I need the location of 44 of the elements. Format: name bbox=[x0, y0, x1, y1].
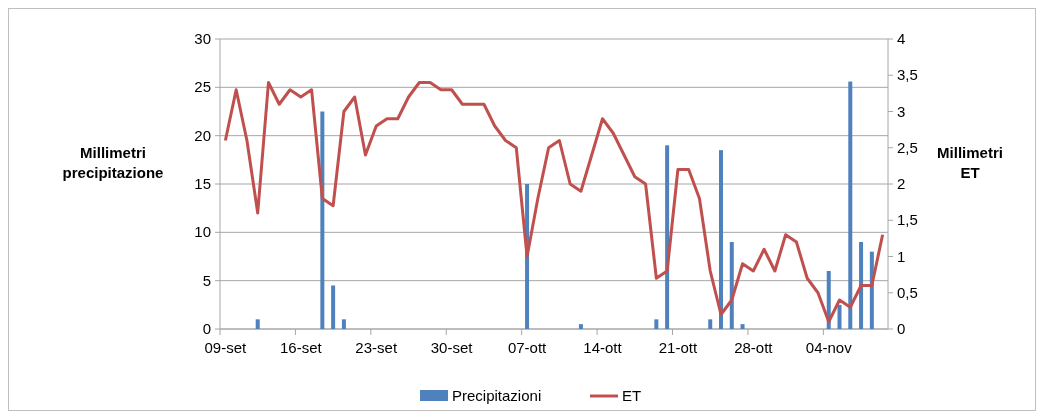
x-tick-label: 07-ott bbox=[507, 339, 548, 356]
bar bbox=[848, 81, 853, 329]
y2-tick-label: 0 bbox=[897, 320, 906, 337]
y2-tick-label: 1,5 bbox=[897, 211, 918, 229]
y2-tick-label: 1 bbox=[897, 247, 906, 265]
y-tick-label: 25 bbox=[194, 78, 211, 96]
y-axis-title: Millimetri precipitazione bbox=[62, 144, 164, 181]
y-tick-label: 30 bbox=[194, 30, 211, 47]
y2-tick-label: 2 bbox=[897, 175, 906, 192]
bar bbox=[255, 319, 260, 329]
bar bbox=[578, 324, 583, 329]
x-tick-label: 21-ott bbox=[658, 339, 698, 356]
y2-tick-label: 0,5 bbox=[897, 283, 918, 301]
bar bbox=[859, 242, 864, 329]
x-tick-label: 16-set bbox=[279, 339, 323, 356]
legend-label: Precipitazioni bbox=[452, 387, 542, 404]
y2-tick-label: 3 bbox=[897, 102, 906, 120]
x-tick-label: 23-set bbox=[355, 339, 398, 356]
x-tick-label: 28-ott bbox=[734, 339, 774, 356]
bar bbox=[331, 285, 336, 329]
x-tick-label: 04-nov bbox=[805, 339, 853, 356]
y-tick-label: 0 bbox=[202, 320, 211, 337]
y2-axis-title: Millimetri ET bbox=[937, 144, 1003, 181]
y-tick-label: 20 bbox=[194, 126, 211, 144]
bar bbox=[708, 319, 713, 329]
bar bbox=[837, 304, 842, 329]
y2-tick-label: 4 bbox=[897, 30, 906, 47]
bar bbox=[729, 242, 734, 329]
legend-label: ET bbox=[622, 387, 642, 404]
y-tick-label: 5 bbox=[202, 271, 211, 289]
bar bbox=[665, 145, 670, 329]
bar bbox=[654, 319, 659, 329]
bar bbox=[320, 111, 325, 329]
y2-tick-label: 3,5 bbox=[897, 66, 918, 84]
bar bbox=[740, 324, 745, 329]
bar bbox=[719, 150, 723, 329]
x-tick-label: 09-set bbox=[204, 339, 248, 356]
x-tick-label: 30-set bbox=[430, 339, 474, 356]
y2-tick-label: 2,5 bbox=[897, 138, 918, 156]
y-tick-label: 10 bbox=[194, 223, 211, 241]
line-series bbox=[223, 81, 885, 324]
y-tick-label: 15 bbox=[194, 175, 211, 192]
bar bbox=[341, 319, 346, 329]
x-tick-label: 14-ott bbox=[583, 339, 623, 356]
